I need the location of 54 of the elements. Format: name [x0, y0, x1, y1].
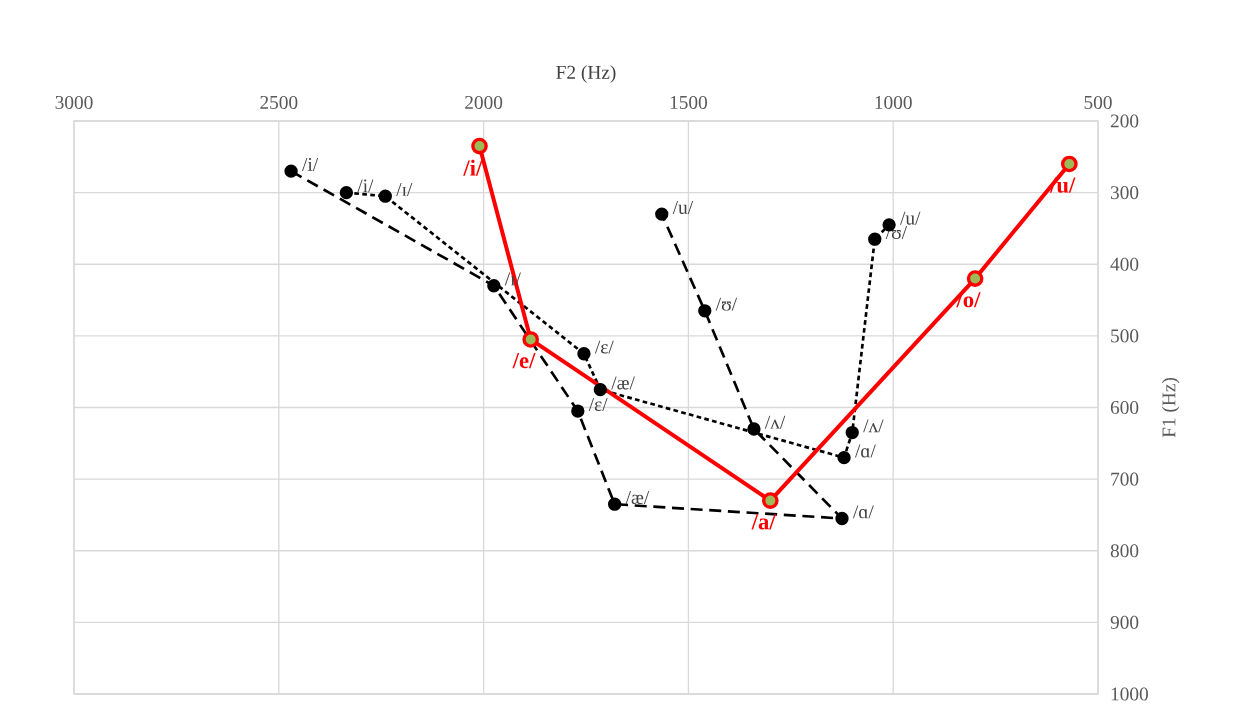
annotation: /i/	[463, 159, 483, 176]
point	[339, 185, 354, 200]
y-tick-label: 600	[1110, 400, 1139, 415]
y-tick-label: 300	[1110, 186, 1139, 200]
point	[593, 382, 608, 397]
x-tick-label: 1500	[670, 95, 707, 109]
point	[966, 270, 984, 287]
y-tick-label: 800	[1110, 544, 1139, 558]
point	[837, 450, 851, 465]
annotation: /a/	[751, 514, 776, 530]
y-axis-title: F1 (Hz)	[1161, 378, 1180, 438]
annotation: /ɛ/	[588, 397, 608, 411]
point	[571, 404, 585, 418]
annotation: /ʌ/	[764, 415, 786, 429]
point	[655, 207, 669, 221]
y-tick-label: 700	[1111, 472, 1139, 486]
y-tick-label: 900	[1110, 615, 1139, 629]
x-tick-label: 1000	[875, 95, 912, 109]
x-tick-label: 500	[1084, 95, 1112, 109]
y-tick-label: 200	[1110, 114, 1139, 128]
point	[471, 137, 488, 155]
point	[1060, 155, 1078, 173]
point	[747, 422, 761, 436]
annotation: /ʌ/	[863, 419, 884, 433]
point	[378, 189, 392, 203]
annotation: /e/	[512, 353, 536, 369]
annotation: /u/	[900, 211, 921, 225]
annotation: /ɪ/	[396, 183, 413, 197]
point	[487, 279, 501, 293]
annotation: /ɛ/	[594, 340, 614, 354]
point	[868, 232, 882, 246]
y-tick-label: 500	[1111, 329, 1139, 343]
point	[284, 164, 298, 178]
point	[577, 347, 591, 361]
point	[845, 425, 859, 440]
x-tick-label: 3000	[55, 95, 93, 109]
point	[835, 511, 849, 526]
annotation: /ʊ/	[715, 297, 738, 311]
y-tick-label: 400	[1110, 257, 1139, 271]
annotation: /æ/	[611, 376, 635, 390]
annotation: /u/	[672, 200, 694, 214]
y-tick-label: 1000	[1111, 687, 1148, 701]
point	[608, 497, 622, 511]
annotation: /ɑ/	[854, 444, 876, 458]
annotation: /æ/	[625, 491, 650, 504]
annotation: /i/	[357, 179, 374, 193]
point	[761, 492, 779, 509]
point	[522, 331, 540, 348]
annotation: /i/	[302, 157, 319, 171]
point	[698, 304, 712, 318]
x-tick-label: 2000	[465, 95, 503, 109]
x-tick-label: 2500	[260, 95, 298, 109]
x-axis-title: F2 (Hz)	[556, 65, 616, 83]
annotation: /ɑ/	[852, 505, 874, 519]
